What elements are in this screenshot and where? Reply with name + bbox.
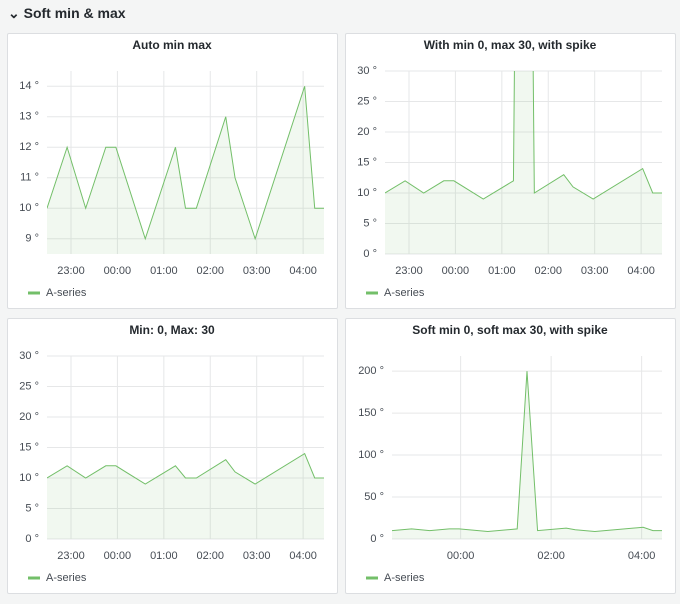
panel-title: Min: 0, Max: 30 — [129, 323, 215, 337]
y-tick-label: 0 ° — [363, 248, 377, 260]
series-area — [385, 71, 662, 254]
series-line — [392, 371, 662, 532]
plot — [47, 452, 324, 539]
x-tick-label: 00:00 — [104, 265, 132, 277]
panel: Auto min max 9 ° 10 ° 11 ° 12 ° 13 ° 14 ° 23:00… — [7, 33, 338, 309]
x-tick-label: 03:00 — [243, 265, 271, 277]
x-tick-label: 04:00 — [289, 265, 317, 277]
y-tick-label: 9 ° — [25, 233, 39, 245]
y-tick-label: 100 ° — [358, 449, 384, 461]
series-area — [47, 86, 324, 254]
panel: With min 0, max 30, with spike 0 ° 5 ° 10 °… — [345, 33, 676, 309]
panel: Soft min 0, soft max 30, with spike 0 ° 50… — [345, 318, 676, 594]
y-tick-label: 10 ° — [19, 202, 39, 214]
y-tick-label: 11 ° — [20, 172, 39, 184]
x-tick-label: 00:00 — [104, 550, 132, 562]
y-tick-label: 15 ° — [19, 441, 39, 453]
y-tick-label: 30 ° — [357, 65, 377, 77]
series-line — [47, 86, 324, 241]
x-tick-label: 02:00 — [196, 265, 224, 277]
y-tick-label: 10 ° — [19, 472, 39, 484]
x-tick-label: 04:00 — [289, 550, 317, 562]
series-line — [47, 452, 324, 485]
legend-label: A-series — [46, 572, 87, 584]
x-tick-label: 02:00 — [537, 550, 565, 562]
panel-chart: Min: 0, Max: 30 0 ° 5 ° 10 ° 15 ° 20 ° 25 ° 30 … — [19, 323, 324, 584]
y-tick-label: 13 ° — [19, 111, 39, 123]
plot — [392, 371, 662, 539]
x-tick-label: 03:00 — [243, 550, 271, 562]
panel-chart: With min 0, max 30, with spike 0 ° 5 ° 10 °… — [357, 38, 662, 299]
x-tick-label: 23:00 — [57, 265, 85, 277]
y-tick-label: 15 ° — [357, 156, 377, 168]
x-tick-label: 04:00 — [627, 265, 655, 277]
y-tick-label: 0 ° — [370, 533, 384, 545]
y-tick-label: 20 ° — [19, 411, 39, 423]
x-tick-label: 01:00 — [150, 265, 178, 277]
x-tick-label: 01:00 — [150, 550, 178, 562]
y-tick-label: 150 ° — [358, 407, 384, 419]
y-tick-label: 20 ° — [357, 126, 377, 138]
plot — [47, 86, 324, 254]
panel-title: Soft min 0, soft max 30, with spike — [412, 323, 608, 337]
panel-chart: Auto min max 9 ° 10 ° 11 ° 12 ° 13 ° 14 ° 23:00… — [19, 38, 324, 299]
legend-label: A-series — [46, 287, 87, 299]
y-tick-label: 30 ° — [19, 350, 39, 362]
x-tick-label: 00:00 — [442, 265, 470, 277]
panel-title: Auto min max — [132, 38, 212, 52]
y-tick-label: 0 ° — [25, 533, 39, 545]
x-tick-label: 04:00 — [628, 550, 656, 562]
x-tick-label: 23:00 — [57, 550, 85, 562]
y-tick-label: 10 ° — [357, 187, 377, 199]
series-area — [47, 453, 324, 539]
y-tick-label: 14 ° — [19, 80, 39, 92]
panel-title: With min 0, max 30, with spike — [424, 38, 597, 52]
y-tick-label: 50 ° — [364, 491, 384, 503]
legend-label: A-series — [384, 287, 425, 299]
chevron: ⌄ — [8, 5, 20, 21]
y-tick-label: 5 ° — [363, 217, 377, 229]
y-tick-label: 5 ° — [25, 502, 39, 514]
x-tick-label: 03:00 — [581, 265, 609, 277]
legend-label: A-series — [384, 572, 425, 584]
y-tick-label: 25 ° — [19, 380, 39, 392]
y-tick-label: 200 ° — [358, 365, 384, 377]
series-line — [385, 71, 662, 200]
x-tick-label: 23:00 — [395, 265, 423, 277]
y-tick-label: 25 ° — [357, 95, 377, 107]
row-title: Soft min & max — [23, 5, 126, 21]
y-tick-label: 12 ° — [19, 141, 39, 153]
x-tick-label: 02:00 — [196, 550, 224, 562]
x-tick-label: 02:00 — [534, 265, 562, 277]
x-tick-label: 00:00 — [447, 550, 475, 562]
x-tick-label: 01:00 — [488, 265, 516, 277]
series-area — [392, 371, 662, 539]
plot — [385, 71, 662, 254]
panel: Min: 0, Max: 30 0 ° 5 ° 10 ° 15 ° 20 ° 25 ° 30 … — [7, 318, 338, 594]
panel-chart: Soft min 0, soft max 30, with spike 0 ° 50… — [358, 323, 662, 584]
row-header[interactable]: ⌄ Soft min & max — [8, 5, 126, 22]
